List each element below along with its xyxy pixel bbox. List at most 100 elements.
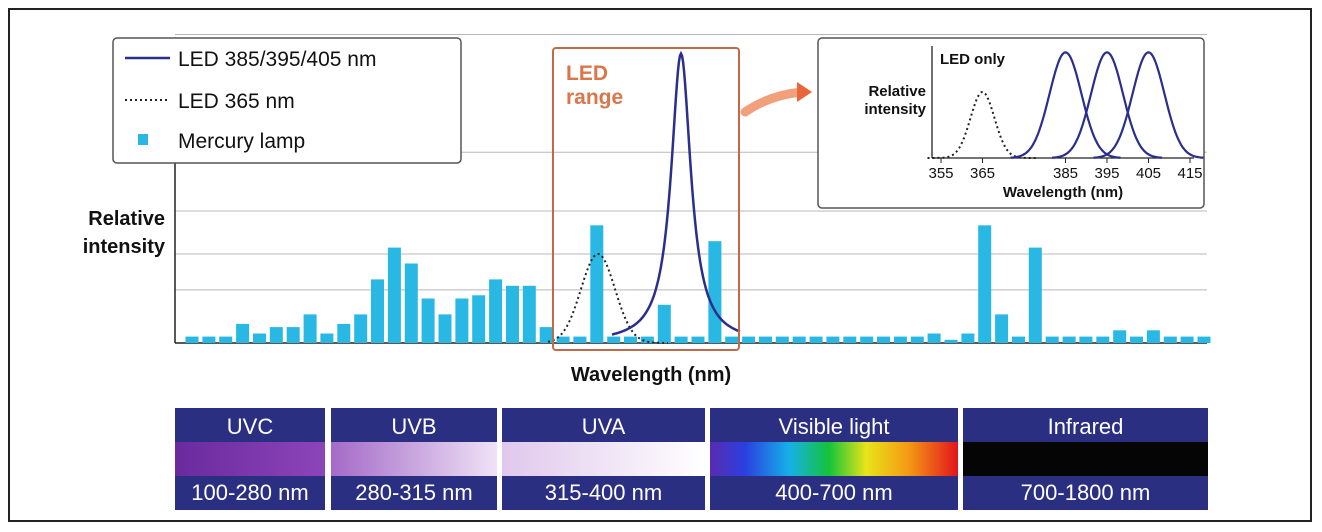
band-color-strip <box>331 442 497 476</box>
band-uvc: UVC 100-280 nm <box>175 408 325 510</box>
inset-tick-label: 405 <box>1136 165 1161 182</box>
band-color-strip <box>502 442 705 476</box>
mercury-bar <box>219 336 233 343</box>
inset-tick-label: 385 <box>1053 165 1078 182</box>
mercury-bar <box>809 336 823 343</box>
mercury-bar <box>573 336 587 343</box>
inset-chart: Relative intensity LED only 355 365 385 395… <box>817 37 1205 209</box>
band-range: 700-1800 nm <box>1021 480 1151 505</box>
x-axis-label: Wavelength (nm) <box>571 364 731 386</box>
mercury-bar <box>253 333 266 343</box>
mercury-bar <box>1045 336 1059 343</box>
mercury-bar <box>1028 247 1042 343</box>
mercury-bar <box>269 327 283 343</box>
y-axis-label-line-1: Relative <box>88 208 165 230</box>
inset-x-ticks: 355 365 385 395 405 415 <box>928 158 1203 182</box>
band-range: 315-400 nm <box>545 480 662 505</box>
mercury-bar <box>775 336 789 343</box>
band-color-strip <box>710 442 958 476</box>
mercury-bar <box>910 336 924 343</box>
mercury-bar <box>286 327 300 343</box>
mercury-bar <box>759 336 772 343</box>
band-name: UVA <box>582 414 626 439</box>
mercury-bar <box>1197 336 1211 343</box>
mercury-bar <box>657 304 671 343</box>
mercury-bar <box>522 285 536 343</box>
mercury-bar <box>1062 336 1076 343</box>
mercury-bar <box>236 323 250 343</box>
mercury-bar <box>1113 330 1127 343</box>
band-name: UVB <box>391 414 436 439</box>
led-range-label-line-2: range <box>566 86 623 109</box>
mercury-bar <box>506 285 519 343</box>
y-axis-label-line-2: intensity <box>83 236 166 258</box>
inset-tick-label: 355 <box>928 165 953 182</box>
inset-title: LED only <box>940 51 1006 68</box>
inset-led-395-curve <box>1051 51 1163 159</box>
band-range: 400-700 nm <box>775 480 892 505</box>
legend-label-led-395: LED 385/395/405 nm <box>178 48 376 71</box>
band-range: 280-315 nm <box>355 480 472 505</box>
mercury-bar <box>556 336 570 343</box>
band-name: UVC <box>227 414 274 439</box>
mercury-bar <box>387 247 401 343</box>
mercury-bar <box>590 225 604 343</box>
band-infrared: Infrared 700-1800 nm <box>963 408 1208 510</box>
mercury-bar <box>624 336 637 343</box>
inset-tick-label: 395 <box>1094 165 1119 182</box>
band-visible-light: Visible light 400-700 nm <box>710 408 958 510</box>
mercury-bar <box>708 241 722 343</box>
mercury-bar <box>185 336 199 343</box>
band-uvb: UVB 280-315 nm <box>331 408 497 510</box>
led-385-395-405-curve <box>611 50 741 336</box>
mercury-bar <box>927 333 941 343</box>
mercury-bar <box>371 279 384 343</box>
inset-tick-label: 365 <box>970 165 995 182</box>
band-name: Visible light <box>779 414 890 439</box>
mercury-bar <box>472 295 486 343</box>
mercury-bar <box>337 323 351 343</box>
mercury-bar <box>860 336 874 343</box>
inset-led-385-curve <box>1010 51 1121 159</box>
band-name: Infrared <box>1048 414 1124 439</box>
led-365-curve <box>547 252 668 344</box>
mercury-bar <box>1180 336 1194 343</box>
mercury-bar <box>843 336 857 343</box>
mercury-bar <box>893 336 907 343</box>
inset-y-label-line-2: intensity <box>864 101 926 118</box>
mercury-lamp-bars <box>185 225 1211 343</box>
mercury-bar <box>1163 336 1177 343</box>
mercury-bar <box>320 333 334 343</box>
mercury-bar <box>1146 330 1160 343</box>
legend-label-led-365: LED 365 nm <box>178 90 295 113</box>
inset-led-405-curve <box>1093 51 1204 159</box>
mercury-bar <box>1096 336 1110 343</box>
mercury-bar <box>725 336 739 343</box>
spectrum-bands: UVC 100-280 nm UVB 280-315 nm UVA 315-400 nm V… <box>175 408 1208 510</box>
mercury-bar <box>438 314 452 343</box>
mercury-bar <box>674 336 688 343</box>
mercury-bar <box>640 336 654 343</box>
mercury-bar <box>607 336 621 343</box>
arrow-head <box>797 82 812 102</box>
mercury-bar <box>944 339 958 343</box>
mercury-bar <box>202 336 216 343</box>
led-range-label-line-1: LED <box>566 62 608 85</box>
inset-tick-label: 415 <box>1177 165 1202 182</box>
mercury-bar <box>961 333 975 343</box>
inset-y-label-line-1: Relative <box>868 83 926 100</box>
mercury-bar <box>421 298 435 343</box>
inset-x-label: Wavelength (nm) <box>1003 184 1123 201</box>
mercury-bar <box>404 263 418 343</box>
mercury-bar <box>1012 336 1025 343</box>
mercury-bar <box>691 336 705 343</box>
legend-box <box>112 37 462 164</box>
mercury-bar <box>1079 336 1093 343</box>
mercury-bar <box>1130 336 1143 343</box>
mercury-bar <box>539 327 553 343</box>
mercury-bar <box>792 336 806 343</box>
mercury-bar <box>826 336 840 343</box>
mercury-bar <box>877 336 890 343</box>
mercury-bar <box>742 336 756 343</box>
band-color-strip <box>175 442 325 476</box>
